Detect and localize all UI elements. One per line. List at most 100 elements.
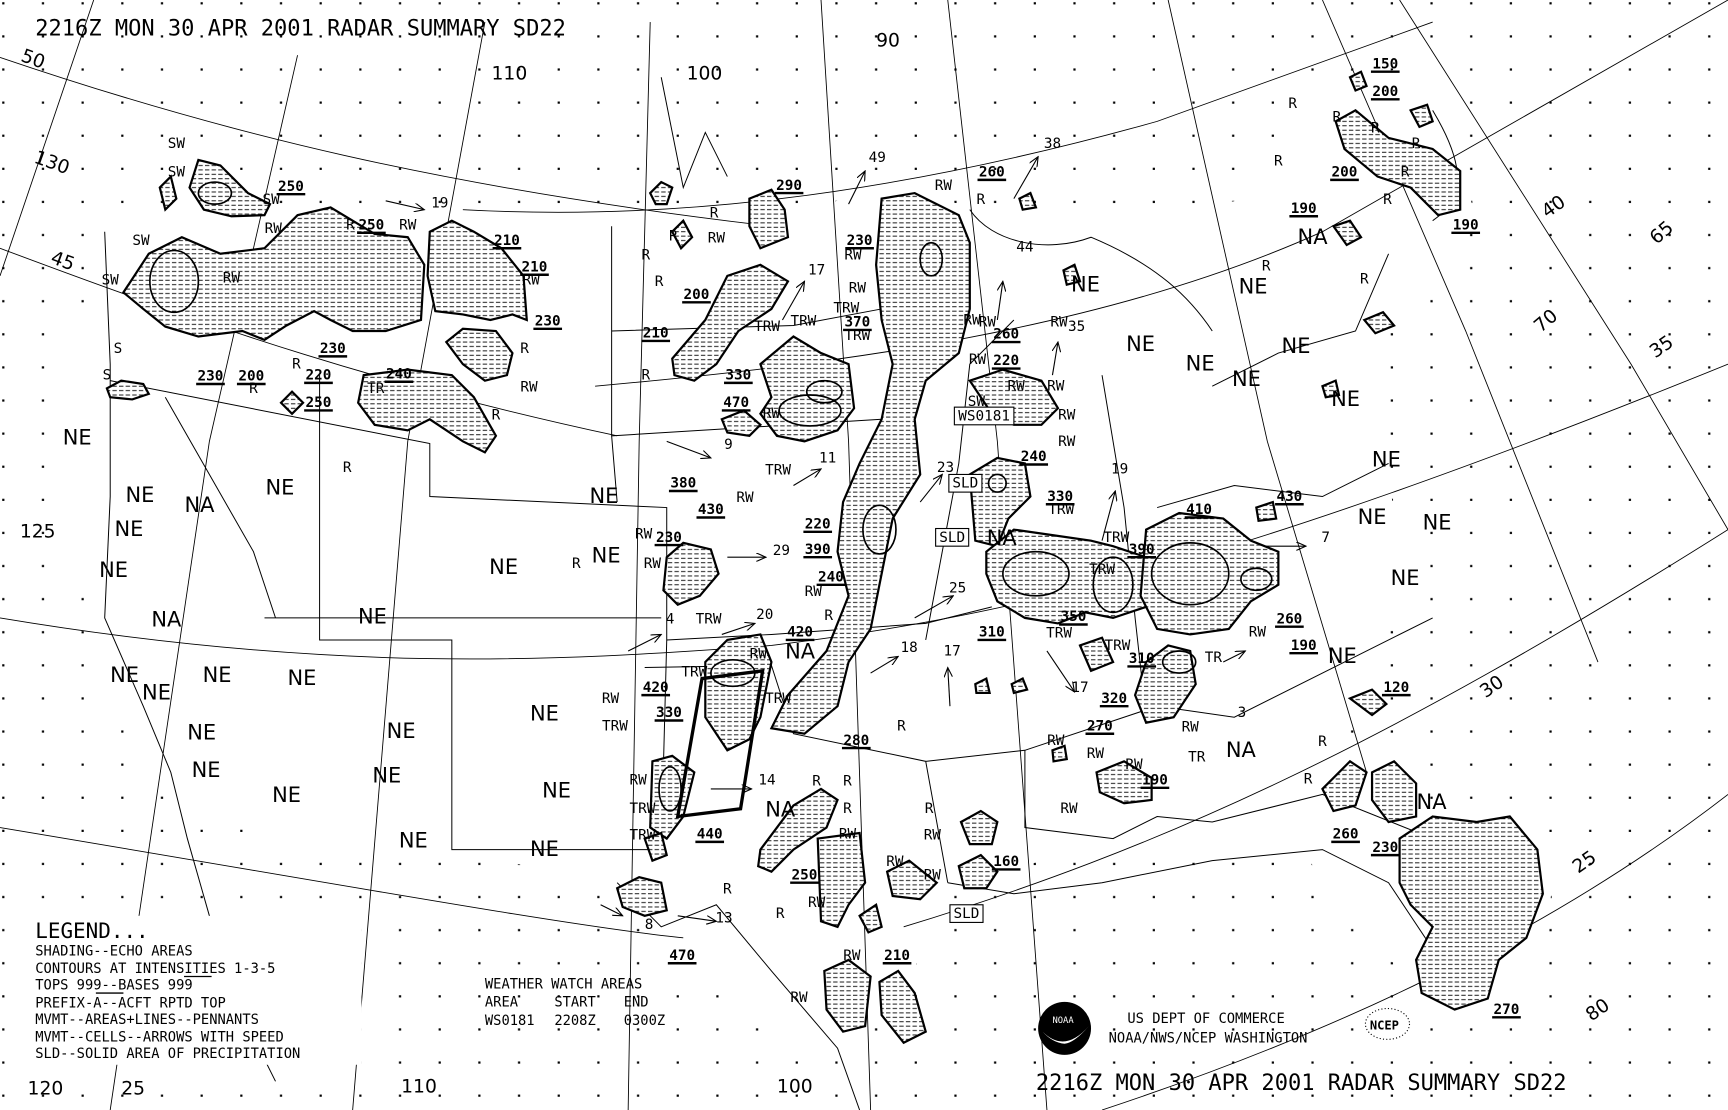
legend-line: CONTOURS AT INTENSITIES 1-3-5: [35, 961, 275, 977]
precip-type-label: RW: [805, 584, 823, 600]
precip-type-label: TRW: [1105, 638, 1131, 654]
echo-top-label: 200: [1372, 84, 1398, 100]
cell-speed-label: 38: [1044, 136, 1061, 152]
weather-watch-box-ws0181[interactable]: [675, 668, 765, 819]
boxed-label[interactable]: SLD: [952, 476, 978, 492]
precip-type-label: R: [669, 229, 678, 245]
precip-type-label: SW: [968, 394, 986, 410]
watch-row-end: 0300Z: [624, 1013, 665, 1029]
echo-top-label: 210: [884, 948, 910, 964]
coverage-label: NE: [1232, 367, 1261, 391]
echo-top-label: 470: [669, 948, 695, 964]
coverage-label: NE: [358, 604, 387, 628]
precip-type-label: TR: [1188, 749, 1206, 765]
precip-type-label: RW: [1050, 315, 1068, 331]
precip-type-label: RW: [1047, 733, 1065, 749]
precip-type-label: TRW: [790, 313, 816, 329]
coverage-label: NE: [99, 558, 128, 582]
echo-top-label: 390: [805, 542, 831, 558]
precip-type-label: R: [1318, 734, 1327, 750]
precip-type-label: RW: [1087, 746, 1105, 762]
precip-type-label: RW: [763, 406, 781, 422]
precip-type-label: R: [1360, 272, 1369, 288]
cell-speed-label: 19: [1111, 461, 1128, 477]
agency-block: NOAA US DEPT OF COMMERCE NOAA/NWS/NCEP W…: [1038, 1001, 1411, 1055]
echo-top-label: 260: [1276, 611, 1302, 627]
boxed-label[interactable]: SLD: [954, 906, 980, 922]
graticule-label: 125: [20, 521, 56, 542]
coverage-label: NE: [1358, 505, 1387, 529]
boxed-label[interactable]: WS0181: [958, 408, 1010, 424]
cell-speed-label: 7: [1321, 530, 1330, 546]
precip-type-label: RW: [1058, 407, 1076, 423]
echo-top-label: 260: [979, 165, 1005, 181]
precip-type-label: RW: [839, 827, 857, 843]
coverage-label: NE: [589, 484, 618, 508]
echo-top-label: 350: [1060, 609, 1086, 625]
legend: LEGEND... SHADING--ECHO AREAS CONTOURS A…: [30, 915, 362, 1065]
precip-type-label: TRW: [630, 801, 656, 817]
coverage-label: NE: [1239, 274, 1268, 298]
coverage-label: NE: [387, 719, 416, 743]
echo-top-label: 270: [1494, 1002, 1520, 1018]
cell-speed-label: 17: [808, 263, 825, 279]
cell-speed-label: 9: [724, 437, 733, 453]
coverage-label: NA: [151, 608, 182, 632]
precip-type-label: TRW: [630, 828, 656, 844]
echo-top-label: 150: [1372, 56, 1398, 72]
precip-type-label: RW: [602, 691, 620, 707]
precip-type-label: R: [1304, 771, 1313, 787]
coverage-label: NE: [1186, 352, 1215, 376]
precip-type-label: R: [925, 801, 934, 817]
cell-speed-label: 19: [431, 195, 448, 211]
cell-speed-label: 18: [901, 640, 918, 656]
cell-speed-label: 17: [1071, 680, 1088, 696]
precip-type-label: RW: [969, 352, 987, 368]
echo-top-label: 230: [847, 233, 873, 249]
echo-top-label: 240: [1021, 449, 1047, 465]
precip-type-label: R: [1371, 120, 1380, 136]
precip-type-label: R: [976, 192, 985, 208]
precip-type-label: RW: [979, 315, 997, 331]
graticule-label: 110: [401, 1076, 437, 1097]
precip-type-label: R: [723, 882, 732, 898]
precip-type-label: RW: [1047, 379, 1065, 395]
echo-top-label: 330: [656, 705, 682, 721]
precip-type-label: TRW: [1046, 626, 1072, 642]
precip-type-label: RW: [399, 217, 417, 233]
intensity-contours: [149, 181, 1273, 812]
precip-type-label: SW: [102, 273, 120, 289]
cell-speed-label: 25: [949, 581, 966, 597]
cell-speed-label: 3: [1238, 705, 1247, 721]
coverage-label: NE: [187, 720, 216, 744]
watch-row-area[interactable]: WS0181: [485, 1013, 535, 1029]
precip-type-label: TRW: [765, 691, 791, 707]
precip-type-label: RW: [935, 178, 953, 194]
boxed-label[interactable]: SLD: [939, 530, 965, 546]
graticule-label: 25: [121, 1079, 145, 1100]
legend-line: PREFIX-A--ACFT RPTD TOP: [35, 995, 226, 1011]
echo-top-label: 420: [787, 625, 813, 641]
coverage-label: NE: [1328, 644, 1357, 668]
echo-top-label: 260: [1333, 827, 1359, 843]
echo-top-label: 330: [1047, 489, 1073, 505]
coverage-label: NA: [785, 640, 816, 664]
echo-top-label: 200: [684, 287, 710, 303]
echo-top-label: 370: [844, 315, 870, 331]
precip-type-label: TRW: [1103, 530, 1129, 546]
boxed-label-frame: [948, 473, 983, 493]
legend-line: MVMT--CELLS--ARROWS WITH SPEED: [35, 1030, 283, 1046]
echo-top-label: 220: [993, 353, 1019, 369]
echo-top-label: 330: [725, 368, 751, 384]
precip-type-label: R: [824, 608, 833, 624]
coverage-label: NE: [489, 555, 518, 579]
precip-type-label: R: [1401, 165, 1410, 181]
precip-type-label: R: [843, 774, 852, 790]
movement-arrows: [385, 157, 1306, 922]
coverage-label: NE: [142, 681, 171, 705]
echo-top-label: 310: [979, 625, 1005, 641]
echo-top-label: 430: [1276, 489, 1302, 505]
precip-type-label: RW: [223, 270, 241, 286]
echo-top-label: 190: [1142, 772, 1168, 788]
precip-type-label: R: [812, 774, 821, 790]
